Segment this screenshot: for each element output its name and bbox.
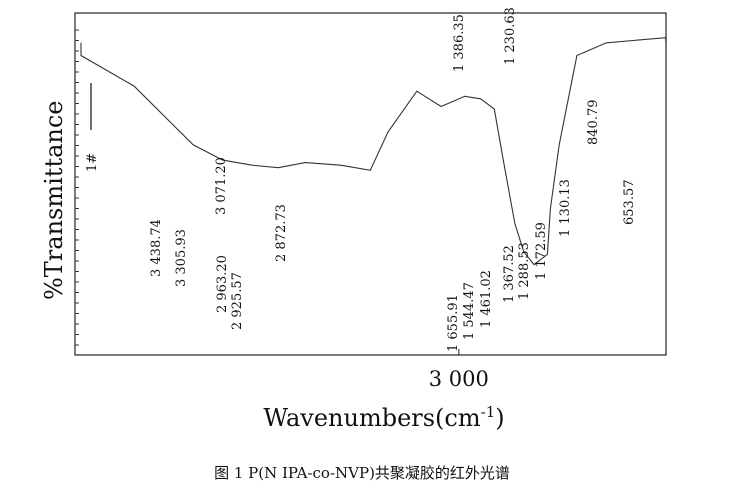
y-axis-title: %Transmittance xyxy=(40,101,68,301)
peak-label: 1 544.47 xyxy=(462,282,477,340)
peak-label: 2 963.20 xyxy=(215,255,230,313)
peak-label: 840.79 xyxy=(586,100,601,146)
peak-label: 653.57 xyxy=(622,180,637,226)
peak-label: 1 461.02 xyxy=(479,270,494,328)
x-tick-label: 3 000 xyxy=(429,367,489,391)
x-axis-ticks xyxy=(458,349,460,355)
peak-label: 1 655.91 xyxy=(446,294,461,352)
peak-label: 1 230.63 xyxy=(503,7,518,65)
peak-label: 1 288.53 xyxy=(517,242,532,300)
peak-label: 1 172.59 xyxy=(534,222,549,280)
x-axis-title-superscript: -1 xyxy=(481,403,496,421)
peak-label: 1 367.52 xyxy=(502,245,517,303)
series-label: 1# xyxy=(85,153,100,172)
x-axis-title: Wavenumbers(cm-1) xyxy=(263,403,504,432)
peak-label: 2 925.57 xyxy=(230,272,245,330)
peak-label: 3 071.20 xyxy=(214,157,229,215)
plot-frame xyxy=(74,12,667,356)
x-tick-labels: 3 0002 0001 000 xyxy=(429,367,489,391)
spectrum-line xyxy=(80,32,667,275)
peak-label: 1 386.35 xyxy=(452,14,467,72)
y-axis-minor-ticks xyxy=(75,29,79,346)
peak-labels: 3 438.74 3 305.93 3 071.20 2 963.20 2 925.57… xyxy=(149,7,637,352)
x-axis-title-close: ) xyxy=(495,404,504,432)
peak-label: 1 130.13 xyxy=(558,179,573,237)
peak-label: 2 872.73 xyxy=(274,204,289,262)
peak-label: 3 438.74 xyxy=(149,219,164,277)
figure-caption: 图 1 P(N IPA-co-NVP)共聚凝胶的红外光谱 xyxy=(214,464,510,482)
x-axis-title-main: Wavenumbers(cm xyxy=(263,404,480,432)
peak-label: 3 305.93 xyxy=(174,229,189,287)
